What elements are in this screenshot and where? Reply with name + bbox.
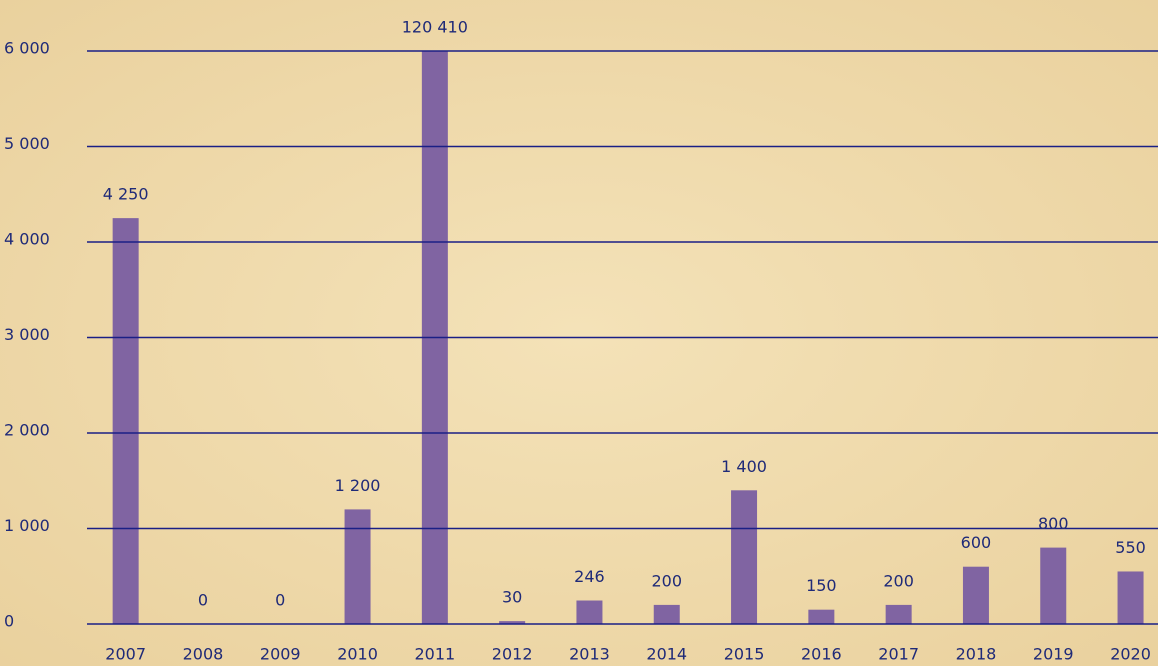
y-tick-label: 3 000 (4, 325, 50, 344)
y-tick-label: 5 000 (4, 134, 50, 153)
value-label: 150 (806, 576, 837, 595)
bar (112, 218, 139, 624)
x-tick-label: 2020 (1110, 645, 1151, 664)
value-label: 0 (275, 591, 285, 610)
bar (1040, 547, 1067, 624)
x-tick-label: 2009 (260, 645, 301, 664)
bar (344, 509, 371, 624)
value-label: 550 (1115, 538, 1146, 557)
value-label: 800 (1038, 514, 1069, 533)
bar (1117, 571, 1144, 624)
bar (962, 566, 989, 624)
x-tick-label: 2015 (724, 645, 765, 664)
bar (808, 609, 835, 624)
x-tick-label: 2010 (337, 645, 378, 664)
bar (885, 604, 912, 624)
value-label: 600 (961, 533, 992, 552)
bar (731, 490, 758, 624)
y-tick-label: 1 000 (4, 516, 50, 535)
value-label: 200 (883, 571, 914, 590)
y-tick-label: 2 000 (4, 421, 50, 440)
y-tick-label: 0 (4, 612, 14, 631)
value-label: 200 (651, 571, 682, 590)
value-label: 1 400 (721, 457, 767, 476)
value-label: 120 410 (402, 18, 468, 37)
value-label: 30 (502, 588, 522, 607)
bar (576, 600, 603, 624)
value-label: 0 (198, 591, 208, 610)
x-tick-label: 2012 (492, 645, 533, 664)
x-tick-label: 2018 (956, 645, 997, 664)
value-label: 246 (574, 567, 605, 586)
x-tick-label: 2008 (183, 645, 224, 664)
y-tick-label: 4 000 (4, 230, 50, 249)
bar (499, 621, 526, 624)
bar (653, 604, 680, 624)
x-tick-label: 2007 (105, 645, 146, 664)
bar (421, 51, 448, 624)
x-tick-label: 2013 (569, 645, 610, 664)
y-tick-label: 6 000 (4, 39, 50, 58)
value-label: 4 250 (103, 185, 149, 204)
x-tick-label: 2016 (801, 645, 842, 664)
x-tick-label: 2019 (1033, 645, 1074, 664)
value-label: 1 200 (335, 476, 381, 495)
x-tick-label: 2017 (878, 645, 919, 664)
x-tick-label: 2014 (646, 645, 687, 664)
x-tick-label: 2011 (414, 645, 455, 664)
